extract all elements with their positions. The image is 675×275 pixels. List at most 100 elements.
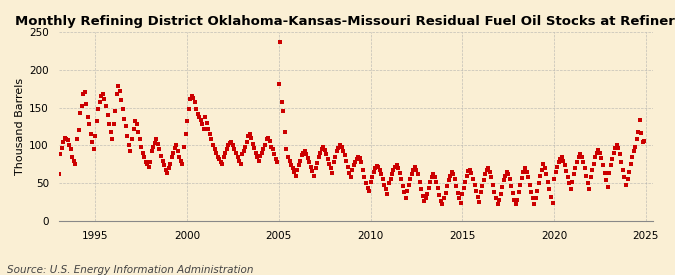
Point bbox=[531, 196, 541, 200]
Point bbox=[116, 98, 127, 102]
Point bbox=[169, 146, 180, 151]
Y-axis label: Thousand Barrels: Thousand Barrels bbox=[15, 78, 25, 175]
Point bbox=[362, 186, 373, 190]
Point bbox=[67, 155, 78, 159]
Point bbox=[379, 183, 389, 187]
Point bbox=[370, 166, 381, 170]
Point bbox=[533, 181, 544, 185]
Point bbox=[127, 137, 138, 142]
Point bbox=[244, 132, 255, 136]
Point bbox=[418, 199, 429, 204]
Point bbox=[480, 172, 491, 176]
Point bbox=[223, 143, 234, 148]
Point bbox=[439, 196, 450, 200]
Point bbox=[425, 180, 435, 184]
Point bbox=[130, 119, 140, 123]
Point bbox=[590, 155, 601, 160]
Point bbox=[273, 82, 284, 86]
Point bbox=[512, 198, 523, 202]
Point bbox=[269, 152, 279, 157]
Point bbox=[602, 185, 613, 189]
Point bbox=[614, 152, 625, 157]
Point bbox=[278, 108, 289, 113]
Point bbox=[625, 162, 636, 166]
Point bbox=[593, 148, 604, 152]
Point bbox=[221, 147, 232, 151]
Point bbox=[205, 132, 215, 136]
Point bbox=[310, 166, 321, 170]
Point bbox=[613, 146, 624, 151]
Point bbox=[352, 157, 362, 161]
Point bbox=[53, 172, 64, 176]
Point bbox=[470, 189, 481, 193]
Point bbox=[368, 170, 379, 174]
Point bbox=[156, 154, 167, 158]
Point bbox=[301, 152, 312, 157]
Point bbox=[263, 136, 273, 140]
Point bbox=[502, 170, 512, 174]
Point bbox=[180, 132, 191, 136]
Point bbox=[306, 164, 317, 169]
Point bbox=[237, 152, 248, 157]
Point bbox=[610, 146, 620, 151]
Point bbox=[229, 147, 240, 151]
Point bbox=[365, 180, 376, 184]
Point bbox=[114, 89, 125, 93]
Point bbox=[206, 137, 217, 142]
Point bbox=[591, 151, 602, 155]
Point bbox=[599, 170, 610, 175]
Point bbox=[254, 158, 265, 163]
Point bbox=[97, 92, 108, 96]
Point bbox=[113, 84, 124, 89]
Point bbox=[603, 170, 614, 175]
Point bbox=[110, 109, 121, 114]
Point bbox=[450, 177, 460, 182]
Point bbox=[146, 149, 157, 154]
Point bbox=[382, 192, 393, 196]
Point bbox=[157, 158, 168, 163]
Point bbox=[151, 137, 162, 142]
Point bbox=[179, 145, 190, 149]
Point bbox=[140, 160, 151, 164]
Point bbox=[412, 172, 423, 176]
Point bbox=[387, 172, 398, 176]
Point bbox=[509, 198, 520, 202]
Point bbox=[620, 183, 631, 187]
Point bbox=[561, 169, 572, 173]
Point bbox=[219, 155, 230, 159]
Point bbox=[65, 147, 76, 151]
Point bbox=[587, 167, 598, 172]
Point bbox=[214, 157, 225, 161]
Point bbox=[196, 118, 207, 123]
Point bbox=[266, 145, 277, 149]
Point bbox=[411, 167, 422, 172]
Point bbox=[159, 163, 169, 167]
Point bbox=[211, 151, 221, 155]
Point bbox=[429, 175, 440, 179]
Point bbox=[486, 175, 497, 179]
Point bbox=[287, 166, 298, 170]
Point bbox=[107, 137, 117, 142]
Point bbox=[325, 166, 336, 170]
Point bbox=[441, 184, 452, 188]
Point bbox=[258, 147, 269, 151]
Point bbox=[133, 130, 144, 134]
Point bbox=[572, 160, 583, 164]
Point bbox=[605, 163, 616, 167]
Point bbox=[549, 177, 560, 181]
Point bbox=[289, 170, 300, 174]
Point bbox=[396, 177, 406, 182]
Point bbox=[252, 155, 263, 159]
Point bbox=[264, 139, 275, 143]
Point bbox=[639, 139, 650, 143]
Point bbox=[483, 166, 493, 170]
Point bbox=[172, 148, 183, 153]
Point bbox=[272, 160, 283, 164]
Point bbox=[466, 170, 477, 175]
Point bbox=[504, 177, 515, 182]
Point bbox=[454, 196, 464, 200]
Point bbox=[628, 149, 639, 154]
Point bbox=[261, 137, 272, 142]
Point bbox=[520, 166, 531, 170]
Point bbox=[399, 190, 410, 194]
